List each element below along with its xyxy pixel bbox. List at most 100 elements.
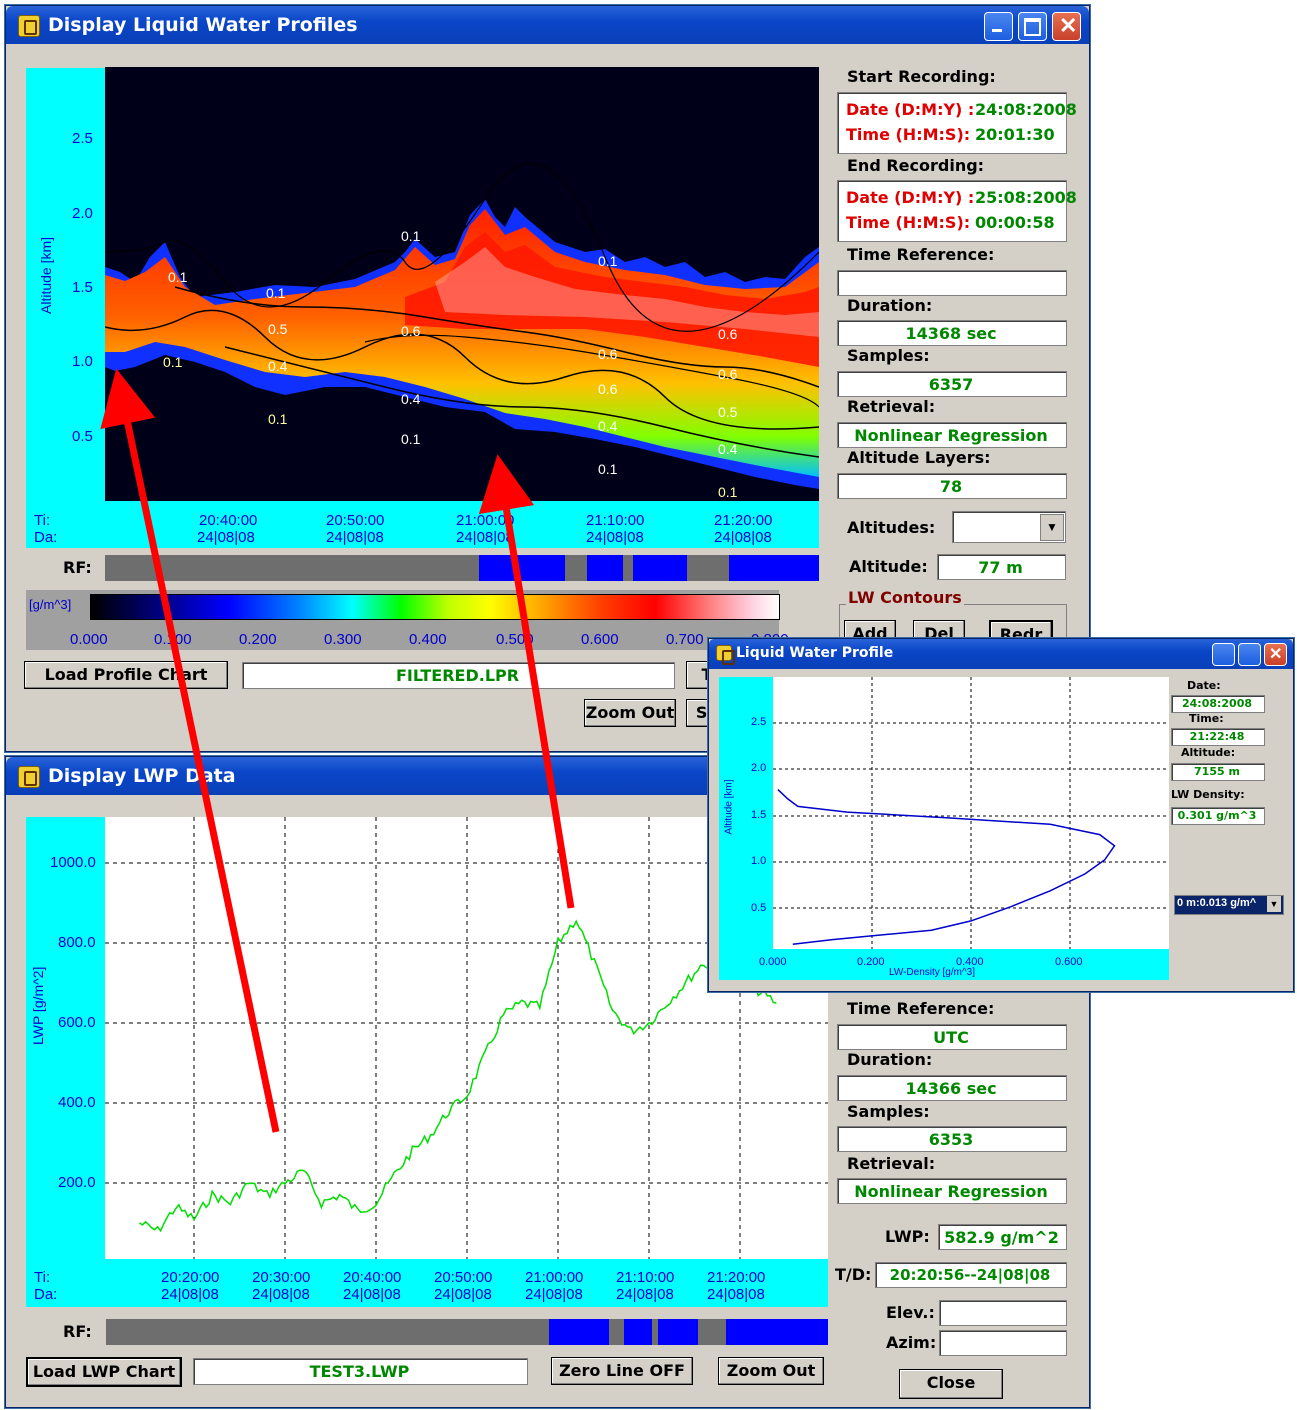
start-date-value: 24:08:2008 <box>975 100 1077 119</box>
x-row-label-date: Da: <box>34 529 58 546</box>
maximize-button[interactable] <box>1238 643 1261 666</box>
x-tick: 0.600 <box>1055 956 1083 968</box>
x-tick-time: 21:10:00 <box>586 512 645 529</box>
time-label: Time: <box>1189 712 1224 725</box>
time-field <box>1171 728 1265 746</box>
lwp-filename-field[interactable] <box>193 1358 528 1385</box>
contour-label: 0.6 <box>598 381 618 397</box>
time-reference-field <box>837 270 1067 296</box>
minimize-icon <box>992 29 1002 32</box>
altitude-label: Altitude: <box>849 557 928 576</box>
x-tick-date: 24|08|08 <box>434 1286 492 1303</box>
x-tick-date: 24|08|08 <box>456 529 514 546</box>
retrieval-field <box>837 1178 1067 1204</box>
lwp-value: 582.9 g/m^2 <box>944 1228 1059 1247</box>
x-tick-date: 24|08|08 <box>714 529 772 546</box>
colorbar-tick: 0.600 <box>581 631 619 648</box>
contour-label: 0.1 <box>718 484 738 500</box>
lw-density-series-line <box>777 789 1116 946</box>
time-reference-label: Time Reference: <box>847 999 995 1018</box>
y-tick: 800.0 <box>58 934 96 951</box>
contour-label: 0.4 <box>598 418 618 434</box>
retrieval-label: Retrieval: <box>847 1154 936 1173</box>
window-title: Display Liquid Water Profiles <box>48 14 358 36</box>
lw-density-profile-chart[interactable] <box>773 677 1169 949</box>
x-tick-time: 21:00:00 <box>525 1269 584 1286</box>
x-tick-time: 20:50:00 <box>434 1269 493 1286</box>
profile-point-dropdown-arrow[interactable]: ▼ <box>1267 896 1281 912</box>
y-tick: 2.5 <box>72 130 93 147</box>
x-row-label-time: Ti: <box>34 512 51 529</box>
y-tick: 600.0 <box>58 1014 96 1031</box>
colorbar-tick: 0.300 <box>324 631 362 648</box>
lwp-label: LWP: <box>885 1227 930 1246</box>
close-window-button[interactable]: ✕ <box>1052 12 1081 41</box>
profile-point-dropdown[interactable] <box>1174 895 1284 915</box>
zoom-out-button[interactable]: Zoom Out <box>718 1357 824 1385</box>
contour-label: 0.6 <box>718 366 738 382</box>
close-icon: ✕ <box>1059 13 1078 38</box>
samples-field <box>837 1126 1067 1152</box>
x-tick-time: 20:50:00 <box>326 512 385 529</box>
load-lwp-chart-button[interactable]: Load LWP Chart <box>26 1357 182 1387</box>
altitude-field <box>937 554 1066 580</box>
contour-label: 0.5 <box>718 404 738 420</box>
date-value: 24:08:2008 <box>1181 697 1253 710</box>
end-time-value: 00:00:58 <box>975 213 1055 232</box>
close-button[interactable]: Close <box>899 1369 1003 1399</box>
end-recording-box <box>837 180 1067 242</box>
altitudes-dropdown-arrow[interactable]: ▼ <box>1040 514 1064 541</box>
app-icon <box>716 645 735 665</box>
end-recording-label: End Recording: <box>847 156 985 175</box>
liquid-water-contour-plot[interactable] <box>105 67 819 501</box>
altitude-value: 77 m <box>978 558 1023 577</box>
window-title: Display LWP Data <box>48 765 236 787</box>
x-axis-label: LW-Density [g/m^3] <box>889 967 976 978</box>
contour-label: 0.1 <box>401 431 421 447</box>
contour-label: 0.1 <box>266 285 286 301</box>
y-tick: 2.0 <box>72 205 93 222</box>
minimize-button[interactable] <box>1212 643 1235 666</box>
y-tick: 0.5 <box>751 902 767 914</box>
zoom-out-button[interactable]: Zoom Out <box>584 699 676 727</box>
duration-field <box>837 320 1067 346</box>
x-tick-date: 24|08|08 <box>252 1286 310 1303</box>
altitude-label: Altitude: <box>1181 746 1236 759</box>
y-tick: 1.5 <box>72 279 93 296</box>
retrieval-value: Nonlinear Regression <box>854 426 1048 445</box>
y-tick: 1000.0 <box>50 854 96 871</box>
x-tick-time: 20:40:00 <box>199 512 258 529</box>
azimuth-field <box>939 1330 1067 1356</box>
time-reference-field <box>837 1024 1067 1050</box>
y-tick: 2.5 <box>751 716 767 728</box>
load-profile-chart-button[interactable]: Load Profile Chart <box>24 661 228 689</box>
altitudes-label: Altitudes: <box>847 518 936 537</box>
minimize-button[interactable] <box>984 12 1013 41</box>
altitude-layers-field <box>837 473 1067 499</box>
contour-label: 0.1 <box>268 411 288 427</box>
zero-line-button[interactable]: Zero Line OFF <box>551 1357 693 1385</box>
duration-field <box>837 1075 1067 1101</box>
x-row-label-date: Da: <box>34 1286 58 1303</box>
x-tick-date: 24|08|08 <box>707 1286 765 1303</box>
y-axis-label: Altitude [km] <box>38 236 54 314</box>
contour-label: 0.1 <box>598 253 618 269</box>
y-tick: 0.5 <box>72 428 93 445</box>
profiles-titlebar[interactable]: Display Liquid Water Profiles ✕ <box>6 6 1089 44</box>
profile-titlebar[interactable]: Liquid Water Profile ✕ <box>709 639 1293 669</box>
y-tick: 1.5 <box>751 809 767 821</box>
window-title: Liquid Water Profile <box>736 645 894 661</box>
maximize-button[interactable] <box>1018 12 1047 41</box>
samples-label: Samples: <box>847 1102 930 1121</box>
retrieval-value: Nonlinear Regression <box>854 1182 1048 1201</box>
td-label: T/D: <box>835 1265 872 1284</box>
contour-label: 0.5 <box>268 321 288 337</box>
contour-label: 0.4 <box>268 358 288 374</box>
close-window-button[interactable]: ✕ <box>1264 643 1287 666</box>
start-time-label: Time (H:M:S): <box>846 125 971 144</box>
colorbar-tick: 0.400 <box>409 631 447 648</box>
altitude-value: 7155 m <box>1194 765 1240 778</box>
start-date-label: Date (D:M:Y) : <box>846 100 975 119</box>
time-value: 21:22:48 <box>1189 730 1245 743</box>
profile-filename-field[interactable] <box>242 662 675 689</box>
